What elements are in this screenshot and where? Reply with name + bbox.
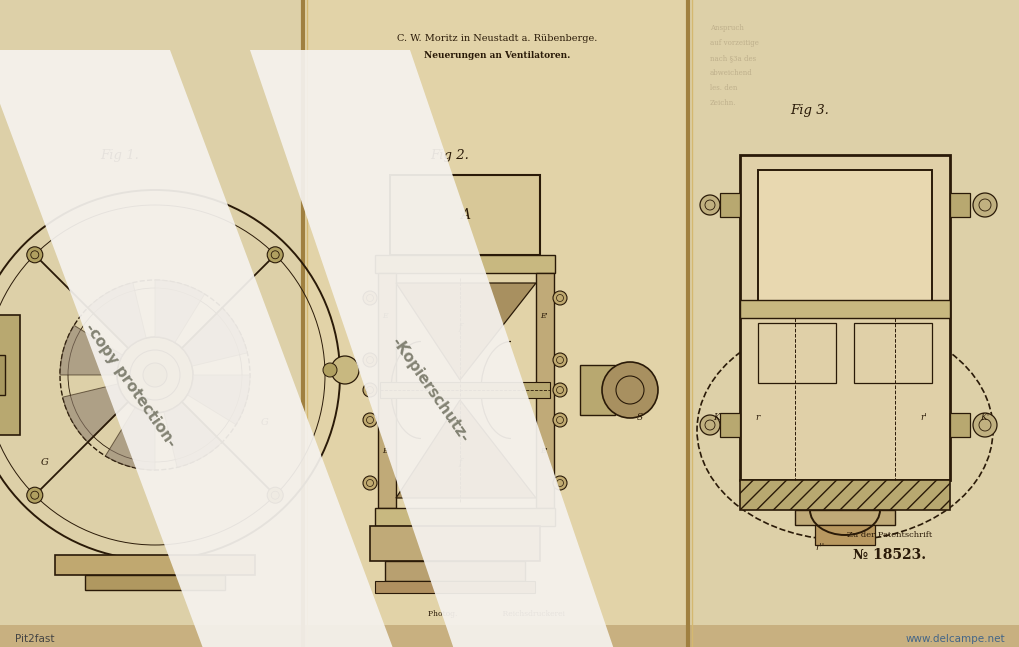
Circle shape [699,415,719,435]
Text: K': K' [979,413,988,422]
Bar [739,155,949,480]
Bar [378,273,395,508]
Text: Neuerungen an Ventilatoren.: Neuerungen an Ventilatoren. [424,50,570,60]
Text: r'': r'' [814,543,823,552]
Text: f: f [458,459,462,468]
Polygon shape [88,283,146,348]
Text: Zeichn.: Zeichn. [709,99,736,107]
Circle shape [323,363,336,377]
Bar [370,526,539,561]
Text: E': E' [539,447,547,455]
Bar [55,555,255,575]
Circle shape [972,193,996,217]
Text: E: E [382,447,387,455]
Text: Zu der Patentschrift: Zu der Patentschrift [847,531,931,539]
Circle shape [363,476,377,490]
Bar [814,525,874,545]
Bar [375,255,554,273]
Bar [794,510,894,525]
Polygon shape [105,408,155,470]
Bar [719,193,739,217]
Text: -Kopierschutz-: -Kopierschutz- [388,334,472,445]
Text: K: K [712,413,719,422]
Bar [739,480,949,510]
Text: S: S [636,413,642,422]
Text: www.delcampe.net: www.delcampe.net [905,634,1004,644]
Polygon shape [181,308,248,366]
Bar [757,323,836,383]
Circle shape [552,291,567,305]
Bar [949,413,969,437]
Circle shape [26,247,43,263]
Circle shape [363,413,377,427]
Circle shape [552,476,567,490]
Circle shape [552,383,567,397]
Text: Fig 3.: Fig 3. [790,104,828,116]
Bar [689,0,1019,647]
Text: r: r [754,413,758,422]
Bar [0,315,20,435]
Text: Photog.                   Reichsdruckerei: Photog. Reichsdruckerei [428,610,565,618]
Bar [535,273,553,508]
Circle shape [552,353,567,367]
Bar [853,323,931,383]
Text: abweichend: abweichend [709,69,752,77]
Circle shape [972,413,996,437]
Polygon shape [395,283,535,380]
Bar [0,0,305,647]
Text: f: f [458,324,462,333]
Circle shape [601,362,657,418]
Circle shape [552,413,567,427]
Polygon shape [250,50,620,647]
Bar [85,575,225,590]
Text: Pit2fast: Pit2fast [15,634,54,644]
Circle shape [267,487,283,503]
Bar [757,170,931,315]
Text: auf vorzeitige: auf vorzeitige [709,39,758,47]
Text: C. W. Moritz in Neustadt a. Rübenberge.: C. W. Moritz in Neustadt a. Rübenberge. [396,34,596,43]
Bar [375,581,535,593]
Polygon shape [155,280,205,343]
Text: G: G [41,458,49,467]
Circle shape [363,291,377,305]
Text: nach §3a des: nach §3a des [709,54,755,62]
Circle shape [363,383,377,397]
Text: Fig 2.: Fig 2. [430,149,469,162]
Polygon shape [164,402,222,467]
Circle shape [363,353,377,367]
Text: -copy protection-: -copy protection- [82,320,178,450]
Bar [739,300,949,318]
Polygon shape [395,400,535,498]
Text: E: E [382,312,387,320]
Polygon shape [187,375,250,424]
Polygon shape [62,384,128,442]
Text: № 18523.: № 18523. [853,548,925,562]
Bar [375,508,554,526]
Circle shape [267,247,283,263]
Text: A: A [460,208,470,222]
Ellipse shape [696,320,993,540]
Bar [0,625,1019,647]
Bar [305,0,689,647]
Text: E': E' [539,312,547,320]
Polygon shape [0,50,399,647]
Bar [580,365,614,415]
Text: Anspruch: Anspruch [709,24,743,32]
Bar [384,561,525,581]
Text: r': r' [919,413,926,422]
Text: Fig 1.: Fig 1. [101,149,140,162]
Circle shape [331,356,359,384]
Polygon shape [60,325,122,375]
Bar [0,355,5,395]
Bar [719,413,739,437]
Text: G: G [261,418,269,427]
Circle shape [117,337,193,413]
Bar [949,193,969,217]
Bar [380,382,549,398]
Circle shape [143,363,167,387]
Text: les. den: les. den [709,84,737,92]
Bar [389,175,539,255]
Circle shape [26,487,43,503]
Circle shape [699,195,719,215]
